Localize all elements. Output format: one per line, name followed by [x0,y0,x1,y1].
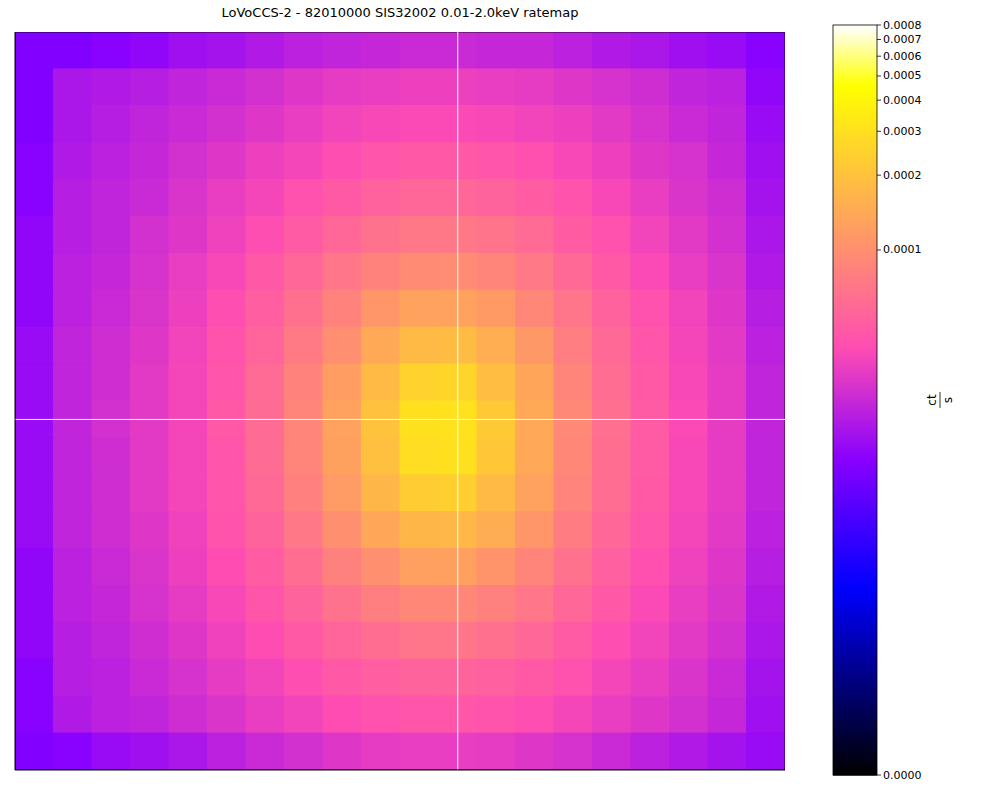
svg-text:0.0006: 0.0006 [883,50,922,63]
svg-text:ct: ct [925,394,939,406]
svg-text:0.0007: 0.0007 [883,33,922,46]
svg-text:0.0001: 0.0001 [883,243,922,256]
svg-text:0.0004: 0.0004 [883,94,922,107]
svg-text:0.0008: 0.0008 [883,19,922,32]
svg-text:0.0002: 0.0002 [883,169,922,182]
svg-text:0.0003: 0.0003 [883,125,922,138]
svg-text:s: s [941,397,955,403]
html-text:LoVoCCS-2 - 82010000 SIS32002: LoVoCCS-2 - 82010000 SIS32002 0.01-2.0ke… [221,5,579,20]
svg-text:0.0005: 0.0005 [883,69,922,82]
svg-text:0.0000: 0.0000 [883,769,922,782]
